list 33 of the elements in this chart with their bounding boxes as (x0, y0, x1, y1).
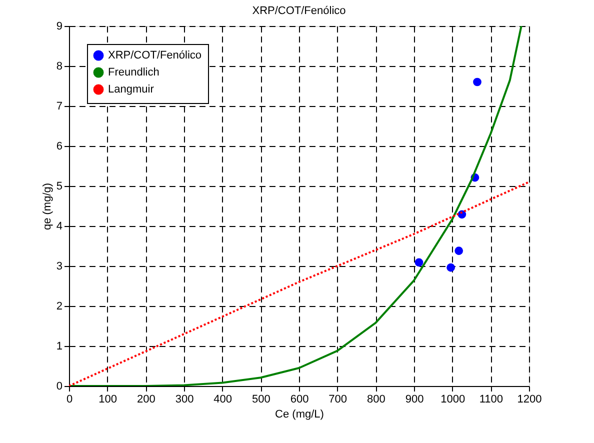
point (414, 258, 424, 267)
y-tick-label: 8 (56, 60, 62, 72)
x-tick-label: 400 (214, 394, 232, 406)
x-tick-label: 500 (252, 394, 270, 406)
y-tick-label: 9 (56, 20, 62, 32)
y-tick-label: 1 (56, 340, 62, 352)
y-tick-label: 0 (56, 380, 62, 392)
y-tick-label: 2 (56, 300, 62, 312)
x-tick-label: 100 (98, 394, 118, 406)
legend-label: XRP/COT/Fenólico (108, 50, 202, 62)
x-tick-label: 300 (175, 394, 194, 406)
point (454, 246, 464, 255)
x-axis-title: Ce (mg/L) (275, 408, 324, 420)
y-tick-label: 5 (56, 180, 62, 192)
x-tick-label: 900 (405, 394, 424, 406)
x-tick-label: 1200 (517, 394, 542, 406)
y-tick-label: 4 (56, 220, 62, 232)
y-tick-label: 6 (56, 140, 62, 152)
y-tick-label: 7 (56, 100, 62, 112)
y-axis-title: qe (mg/g) (41, 182, 54, 230)
point (446, 263, 455, 272)
x-tick-label: 800 (366, 394, 386, 406)
x-tick-label: 200 (136, 394, 156, 406)
y-tick-label: 3 (56, 260, 62, 272)
x-tick-label: 1100 (479, 394, 503, 406)
x-tick-label: 600 (290, 394, 309, 406)
x-tick-label: 0 (66, 394, 73, 406)
x-tick-label: 1000 (440, 394, 466, 406)
point (473, 78, 482, 86)
legend-label: Freundlich (108, 66, 160, 78)
x-tick-label: 700 (328, 394, 348, 406)
chart-title: XRP/COT/Fenólico (252, 5, 346, 17)
legend-label: Langmuir (108, 84, 154, 96)
